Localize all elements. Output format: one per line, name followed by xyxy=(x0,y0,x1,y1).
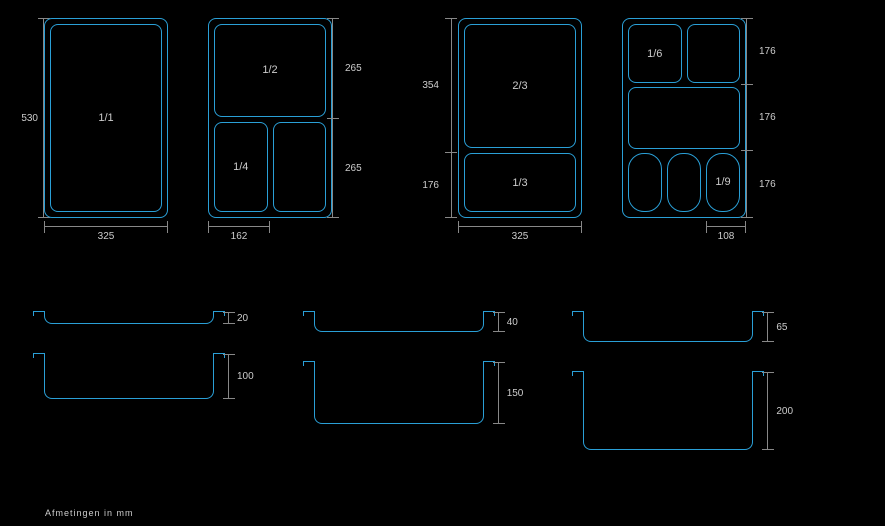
dim-label: 265 xyxy=(345,163,362,174)
unit-2-3-1-3: 354 176 2/3 1/3 325 xyxy=(412,18,582,242)
profile-65: 65 xyxy=(583,312,793,342)
profile-col-3: 65 200 xyxy=(583,312,793,450)
frame-1-1: 1/1 xyxy=(44,18,168,218)
pan-1-9-c: 1/9 xyxy=(706,153,740,212)
dim-label: 65 xyxy=(776,322,787,333)
dim-label: 265 xyxy=(345,63,362,74)
pan-1-6: 1/6 xyxy=(628,24,682,83)
pan-1-1: 1/1 xyxy=(50,24,162,212)
profile-100: 100 xyxy=(44,354,254,399)
frame-2-3-1-3: 2/3 1/3 xyxy=(458,18,582,218)
dim-label: 108 xyxy=(718,231,735,242)
top-row: 530 1/1 325 1/2 1/4 265 265 xyxy=(10,18,875,242)
frame-1-6-1-9: 1/6 1/9 xyxy=(622,18,746,218)
unit-1-1: 530 1/1 325 xyxy=(10,18,168,242)
pan-1-3: 1/3 xyxy=(464,153,576,212)
profile-col-1: 20 100 xyxy=(44,312,254,399)
pan-1-2: 1/2 xyxy=(214,24,326,117)
dim-label: 176 xyxy=(422,180,439,191)
dim-label: 162 xyxy=(231,231,248,242)
pan-1-6-blank xyxy=(687,24,741,83)
pan-middle-blank xyxy=(628,87,740,148)
dim-label: 530 xyxy=(21,113,38,124)
dim-label: 176 xyxy=(759,46,776,57)
profile-20: 20 xyxy=(44,312,254,324)
dim-530: 530 xyxy=(10,18,44,218)
profile-40: 40 xyxy=(314,312,524,332)
dim-325-a: 325 xyxy=(44,226,168,242)
dim-label: 20 xyxy=(237,313,248,324)
dim-label: 200 xyxy=(776,406,793,417)
dim-354-176: 354 176 xyxy=(412,18,452,218)
dim-label: 176 xyxy=(759,179,776,190)
bottom-row: 20 100 40 150 65 200 xyxy=(10,312,875,450)
dim-162: 162 xyxy=(208,226,270,242)
pan-2-3: 2/3 xyxy=(464,24,576,148)
unit-1-2-1-4: 1/2 1/4 265 265 162 xyxy=(208,18,372,242)
profile-150: 150 xyxy=(314,362,524,424)
dim-108: 108 xyxy=(706,226,746,242)
dim-265-group: 265 265 xyxy=(332,18,372,218)
dim-label: 325 xyxy=(512,231,529,242)
dim-325-b: 325 xyxy=(458,226,582,242)
unit-1-6-1-9: 1/6 1/9 176 176 176 108 xyxy=(622,18,786,242)
dim-label: 354 xyxy=(422,80,439,91)
footer-note: Afmetingen in mm xyxy=(45,508,134,518)
pan-1-9-b xyxy=(667,153,701,212)
pan-1-4-blank xyxy=(273,122,327,213)
dim-176-group: 176 176 176 xyxy=(746,18,786,218)
frame-1-2-1-4: 1/2 1/4 xyxy=(208,18,332,218)
profile-200: 200 xyxy=(583,372,793,450)
dim-label: 100 xyxy=(237,371,254,382)
dim-label: 176 xyxy=(759,112,776,123)
dim-label: 40 xyxy=(507,317,518,328)
dim-label: 150 xyxy=(507,388,524,399)
pan-1-4: 1/4 xyxy=(214,122,268,213)
profile-col-2: 40 150 xyxy=(314,312,524,424)
pan-1-9-a xyxy=(628,153,662,212)
dim-label: 325 xyxy=(98,231,115,242)
